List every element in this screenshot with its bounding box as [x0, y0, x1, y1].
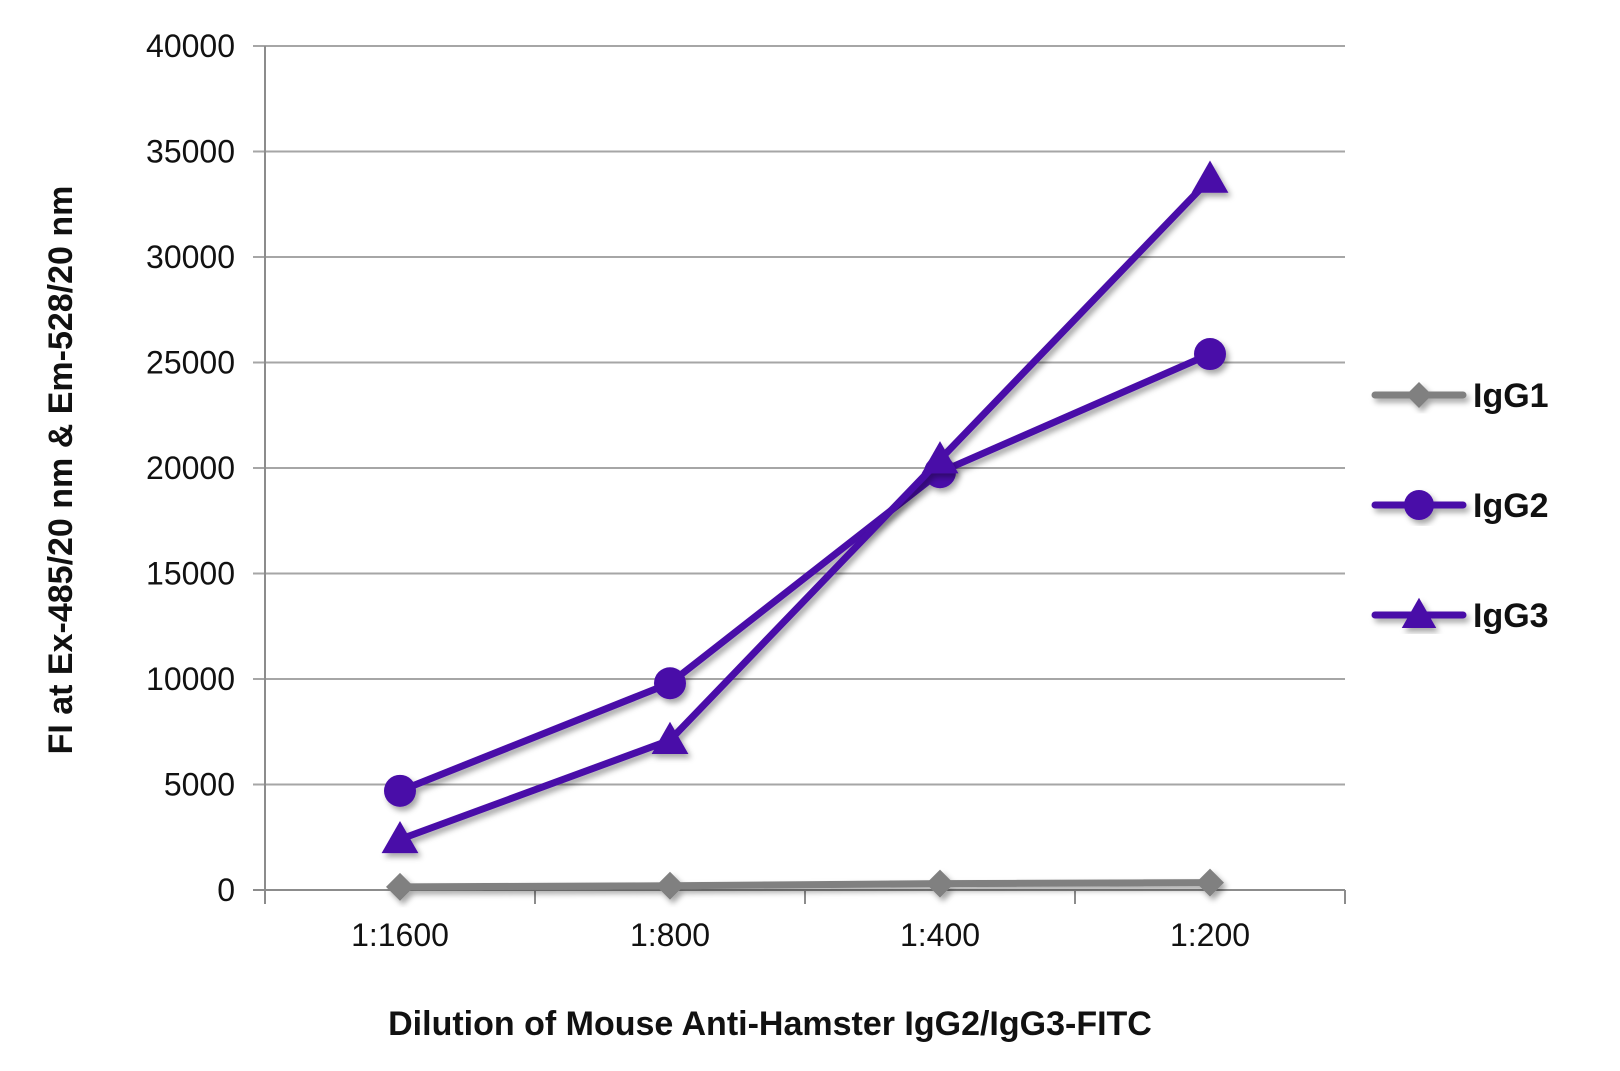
data-point-igg2: [1194, 338, 1226, 371]
series-igg3: [381, 160, 1229, 854]
y-axis-title: FI at Ex-485/20 nm & Em-528/20 nm: [42, 186, 80, 755]
x-tick-label: 1:400: [900, 917, 980, 953]
data-point-igg1: [926, 869, 954, 898]
axes: 0 5000 10000 15000 20000 25000 30000 35000 40000…: [146, 28, 1346, 953]
data-point-igg1: [386, 872, 414, 901]
x-tick-label: 1:200: [1170, 917, 1250, 953]
x-axis-title: Dilution of Mouse Anti-Hamster IgG2/IgG3…: [388, 1005, 1152, 1043]
y-tick-label: 20000: [146, 450, 235, 486]
legend: IgG1 IgG2 IgG3: [1371, 377, 1549, 635]
legend-marker: [1404, 490, 1434, 520]
x-tick-label: 1:1600: [351, 917, 449, 953]
legend-label: IgG1: [1473, 377, 1549, 415]
data-point-igg3: [1191, 160, 1229, 193]
legend-item-igg1: [1371, 382, 1467, 408]
y-tick-label: 15000: [146, 556, 235, 592]
y-tick-label: 40000: [146, 28, 235, 64]
legend-item-igg3: [1371, 597, 1467, 628]
y-tick-label: 30000: [146, 239, 235, 275]
data-point-igg1: [1196, 868, 1224, 897]
series-line-igg2: [396, 350, 1214, 795]
series-igg1: [386, 868, 1224, 901]
y-tick-label: 5000: [164, 767, 235, 803]
y-tick-label: 35000: [146, 134, 235, 170]
legend-marker: [1406, 382, 1432, 408]
gridlines: [253, 45, 1345, 891]
data-point-igg1: [656, 871, 684, 900]
legend-marker: [1401, 597, 1437, 628]
legend-item-igg2: [1371, 490, 1467, 520]
series-line-igg3: [396, 175, 1214, 843]
legend-label: IgG3: [1473, 597, 1549, 635]
data-point-igg2: [654, 667, 686, 700]
series-igg2: [384, 338, 1226, 807]
legend-label: IgG2: [1473, 487, 1549, 525]
data-point-igg2: [384, 774, 416, 807]
y-tick-label: 10000: [146, 661, 235, 697]
data-point-igg3: [381, 820, 419, 854]
series-line-igg1: [396, 879, 1214, 891]
series-lines: [381, 160, 1229, 901]
data-point-igg3: [921, 441, 959, 474]
data-point-igg3: [651, 721, 689, 754]
y-tick-label: 0: [217, 872, 235, 908]
x-tick-label: 1:800: [630, 917, 710, 953]
y-tick-label: 25000: [146, 345, 235, 381]
